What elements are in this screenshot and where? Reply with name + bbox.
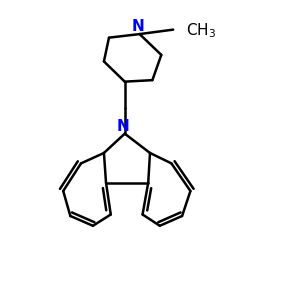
Text: N: N bbox=[132, 19, 145, 34]
Text: N: N bbox=[117, 119, 130, 134]
Text: CH$_3$: CH$_3$ bbox=[186, 22, 216, 40]
